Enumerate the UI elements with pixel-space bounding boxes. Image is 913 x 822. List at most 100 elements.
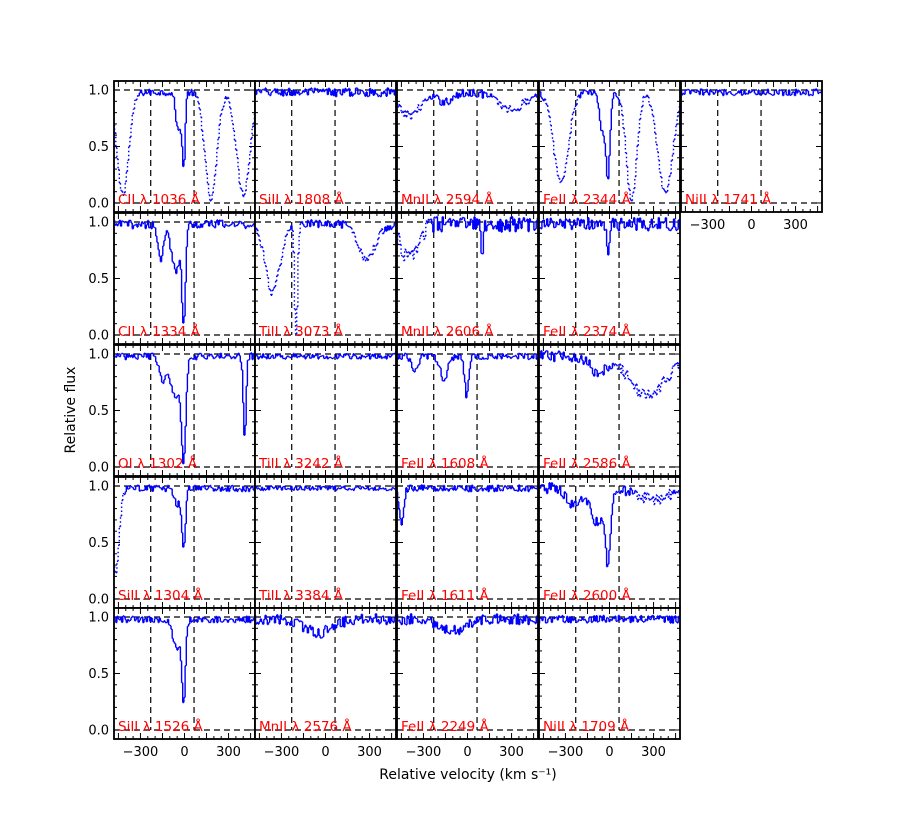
spectrum-panel: FeII λ 1611 Å: [396, 476, 539, 609]
x-tick-label: 300: [499, 745, 524, 760]
ion-label: SiII λ 1808 Å: [259, 191, 345, 208]
spectrum-clip-group: [397, 613, 538, 636]
flux-spectrum: [114, 352, 255, 465]
flux-spectrum: [428, 88, 538, 106]
spectrum-clip-group: [539, 89, 680, 202]
ion-label: SiII λ 1526 Å: [118, 718, 204, 735]
spectrum-panel: FeII λ 2600 Å: [538, 476, 681, 609]
ion-label: FeII λ 2374 Å: [543, 323, 632, 340]
spectrum-panel: FeII λ 2586 Å: [538, 344, 681, 477]
y-tick-label: 1.0: [88, 480, 109, 495]
panel-frame: [396, 344, 539, 477]
spectrum-panel: FeII λ 1608 Å: [396, 344, 539, 477]
flux-spectrum: [255, 613, 396, 639]
spectrum-panel: TiII λ 3242 Å: [254, 344, 397, 477]
panel-border: [254, 212, 397, 345]
flux-spectrum: [539, 89, 649, 180]
blended-flux-spectrum: [635, 488, 672, 506]
panel-border: [396, 212, 539, 345]
x-tick-label: −300: [690, 218, 726, 233]
panel-border: [254, 344, 397, 477]
spectrum-panel: 0.0 0.5 1.0 OI λ 1302 Å: [88, 344, 256, 477]
blended-flux-spectrum: [397, 95, 533, 120]
ion-label: NiII λ 1709 Å: [543, 718, 630, 735]
spectrum-clip-group: [539, 216, 680, 256]
panel-border: [538, 212, 681, 345]
x-tick-label: 300: [783, 218, 808, 233]
flux-spectrum: [397, 352, 538, 399]
panel-frame: [254, 344, 397, 477]
ion-label: SiII λ 1304 Å: [118, 587, 204, 604]
panel-border: [396, 80, 539, 213]
x-tick-label: 0: [747, 218, 755, 233]
spectrum-clip-group: [397, 88, 538, 120]
panel-border: [396, 344, 539, 477]
x-tick-label: −300: [123, 745, 159, 760]
panel-border: [254, 607, 397, 740]
spectrum-panel: FeII λ 2374 Å: [538, 212, 681, 345]
panel-border: [396, 607, 539, 740]
flux-spectrum: [114, 219, 255, 324]
spectrum-clip-group: [397, 215, 538, 262]
y-tick-label: 1.0: [88, 348, 109, 363]
panel-frame: [396, 476, 539, 609]
ion-label: FeII λ 2249 Å: [401, 718, 490, 735]
y-tick-label: 0.0: [88, 723, 109, 738]
blended-flux-spectrum: [612, 360, 680, 399]
ion-label: TiII λ 3384 Å: [258, 587, 344, 604]
spectrum-panel: −300 0 300 NiII λ 1709 Å: [538, 607, 681, 760]
spectrum-clip-group: [255, 613, 396, 639]
panel-grid: 0.0 0.5 1.0 CII λ 1036 Å SiII λ 1808 Å MnII λ…: [88, 80, 823, 760]
spectrum-panel: TiII λ 3073 Å: [254, 212, 397, 345]
y-tick-label: 0.0: [88, 196, 109, 211]
y-tick-label: 1.0: [88, 216, 109, 231]
blended-flux-spectrum: [397, 221, 427, 262]
panel-border: [254, 80, 397, 213]
x-tick-label: 0: [321, 745, 329, 760]
spectrum-panel: 0.0 0.5 1.0 SiII λ 1304 Å: [88, 476, 256, 609]
spectrum-clip-group: [397, 484, 538, 526]
spectrum-panel: −300 0 300 NiII λ 1741 Å: [680, 80, 823, 233]
flux-spectrum: [681, 88, 822, 97]
spectrum-clip-group: [255, 352, 396, 360]
y-tick-label: 0.5: [88, 272, 109, 287]
flux-spectrum: [255, 352, 396, 360]
spectrum-panel: MnII λ 2606 Å: [396, 212, 539, 345]
flux-spectrum: [255, 87, 396, 98]
panel-frame: [254, 607, 397, 740]
spectrum-panel: 0.0 0.5 1.0 CII λ 1334 Å: [88, 212, 256, 345]
ion-label: NiII λ 1741 Å: [685, 191, 772, 208]
spectrum-panel: TiII λ 3384 Å: [254, 476, 397, 609]
spectrum-clip-group: [539, 614, 680, 624]
blended-flux-spectrum: [114, 493, 125, 574]
flux-spectrum: [397, 613, 538, 636]
ion-label: FeII λ 2586 Å: [543, 455, 632, 472]
spectrum-clip-group: [255, 87, 396, 98]
spectrum-panel: −300 0 300 MnII λ 2576 Å: [254, 607, 397, 760]
ion-label: FeII λ 1611 Å: [401, 587, 490, 604]
x-tick-label: 0: [180, 745, 188, 760]
y-tick-label: 0.0: [88, 592, 109, 607]
ion-label: CII λ 1036 Å: [118, 191, 201, 208]
flux-spectrum: [136, 88, 229, 168]
ion-label: TiII λ 3242 Å: [258, 455, 344, 472]
x-tick-label: 0: [463, 745, 471, 760]
spectrum-clip-group: [681, 88, 822, 97]
flux-spectrum: [397, 484, 538, 526]
x-tick-label: 300: [216, 745, 241, 760]
flux-spectrum: [114, 615, 255, 704]
flux-spectrum: [539, 350, 614, 378]
spectrum-panel: FeII λ 2344 Å: [538, 80, 681, 213]
spectrum-clip-group: [114, 615, 255, 704]
spectrum-clip-group: [114, 88, 255, 202]
x-tick-label: 0: [605, 745, 613, 760]
blended-flux-spectrum: [544, 95, 680, 202]
ion-label: TiII λ 3073 Å: [258, 323, 344, 340]
y-tick-label: 1.0: [88, 611, 109, 626]
spectrum-panel: SiII λ 1808 Å: [254, 80, 397, 213]
x-tick-label: −300: [264, 745, 300, 760]
ion-label: FeII λ 1608 Å: [401, 455, 490, 472]
blended-flux-spectrum: [256, 223, 385, 335]
spectrum-clip-group: [114, 484, 255, 574]
